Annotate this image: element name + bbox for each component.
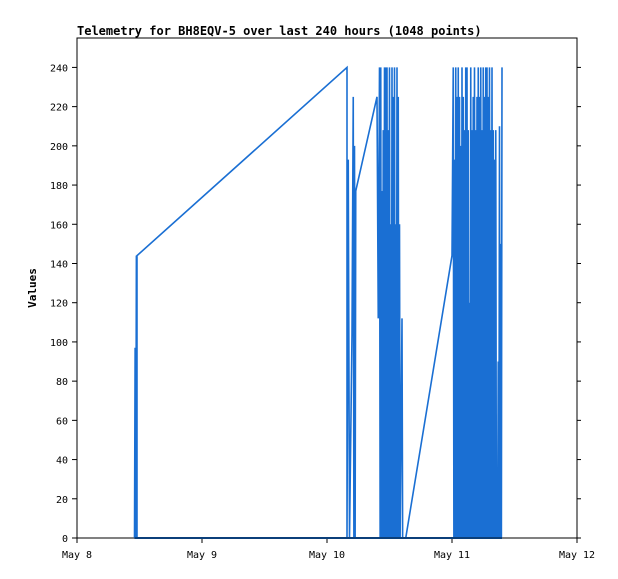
y-tick-label: 220 (50, 103, 68, 114)
y-tick-label: 100 (50, 338, 68, 349)
y-tick-label: 140 (50, 259, 68, 270)
chart-title: Telemetry for BH8EQV-5 over last 240 hou… (77, 24, 482, 38)
y-tick-label: 160 (50, 220, 68, 231)
y-tick-label: 240 (50, 63, 68, 74)
y-tick-label: 0 (62, 534, 68, 545)
x-tick-label: May 10 (309, 550, 345, 561)
y-tick-label: 200 (50, 142, 68, 153)
y-axis-label: Values (26, 268, 39, 308)
y-tick-label: 80 (56, 377, 68, 388)
y-tick-label: 60 (56, 416, 68, 427)
x-tick-label: May 12 (559, 550, 595, 561)
series-layer (133, 65, 503, 539)
x-tick-label: May 11 (434, 550, 470, 561)
y-tick-label: 40 (56, 456, 68, 467)
y-tick-label: 120 (50, 299, 68, 310)
y-tick-label: 180 (50, 181, 68, 192)
y-axis-ticks: 0 20 40 60 80 100 120 140 160 180 200 220 240 (50, 63, 581, 545)
x-tick-label: May 9 (187, 550, 217, 561)
x-tick-label: May 8 (62, 550, 92, 561)
y-tick-label: 20 (56, 495, 68, 506)
